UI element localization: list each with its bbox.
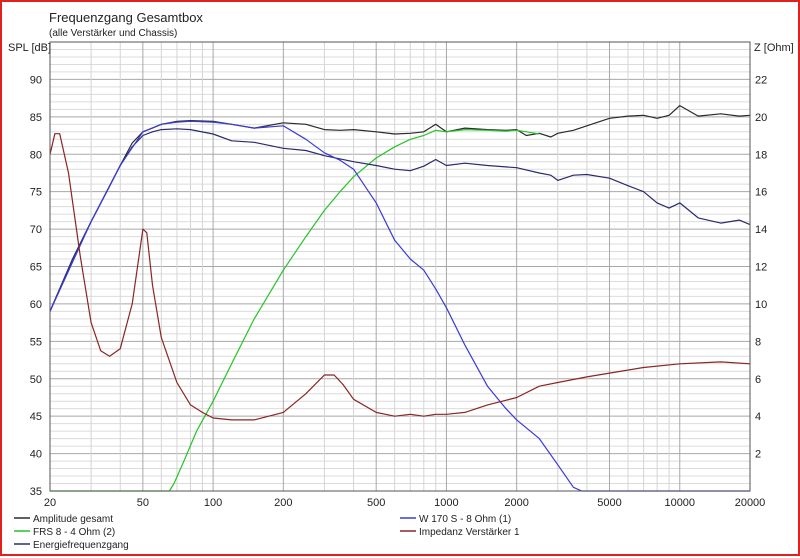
y-tick-label: 90 xyxy=(30,74,42,86)
axes xyxy=(49,41,751,492)
legend: Amplitude gesamt FRS 8 - 4 Ohm (2) Energie… xyxy=(14,514,520,551)
y-tick-label: 55 xyxy=(30,336,42,348)
x-tick-label: 50 xyxy=(137,497,149,509)
x-tick-label: 10000 xyxy=(664,497,695,509)
series-line-5 xyxy=(49,133,751,421)
y2-tick-label: 12 xyxy=(755,262,767,274)
chart-subtitle: (alle Verstärker und Chassis) xyxy=(49,28,177,39)
series-line-2 xyxy=(50,128,540,492)
y2-tick-label: 16 xyxy=(755,187,767,199)
y2-tick-label: 8 xyxy=(755,336,761,348)
legend-label: FRS 8 - 4 Ohm (2) xyxy=(33,527,115,538)
series-line-3 xyxy=(49,128,751,312)
series-line-4 xyxy=(49,120,750,492)
y-tick-label: 65 xyxy=(30,262,42,274)
plot-border xyxy=(49,41,751,492)
y-axis-label: SPL [dB] xyxy=(8,42,51,54)
y2-tick-label: 22 xyxy=(755,74,767,86)
x-tick-label: 100 xyxy=(204,497,222,509)
y-tick-label: 35 xyxy=(30,486,42,498)
series-lines xyxy=(49,104,751,492)
x-tick-label: 5000 xyxy=(597,497,621,509)
y2-tick-label: 20 xyxy=(755,112,767,124)
grid xyxy=(49,41,751,492)
y2-tick-label: 10 xyxy=(755,299,767,311)
x-tick-label: 2000 xyxy=(504,497,528,509)
y-tick-label: 85 xyxy=(30,112,42,124)
y-tick-label: 70 xyxy=(30,224,42,236)
y2-tick-label: 14 xyxy=(755,224,767,236)
legend-label: W 170 S - 8 Ohm (1) xyxy=(419,514,511,525)
chart-title: Frequenzgang Gesamtbox xyxy=(49,10,203,25)
y-tick-label: 80 xyxy=(30,149,42,161)
y-tick-label: 75 xyxy=(30,187,42,199)
x-tick-label: 20000 xyxy=(735,497,766,509)
x-tick-label: 200 xyxy=(274,497,292,509)
legend-label: Impedanz Verstärker 1 xyxy=(419,527,520,538)
x-tick-label: 500 xyxy=(367,497,385,509)
y-tick-label: 60 xyxy=(30,299,42,311)
y-tick-label: 40 xyxy=(30,449,42,461)
x-tick-labels: 20 50 100 200 500 1000 2000 5000 10000 20000 xyxy=(44,497,765,509)
x-tick-label: 1000 xyxy=(434,497,458,509)
x-tick-label: 20 xyxy=(44,497,56,509)
y2-tick-label: 2 xyxy=(755,449,761,461)
y2-tick-labels: 2 4 6 8 10 12 14 16 18 20 22 xyxy=(755,74,767,460)
y-tick-label: 45 xyxy=(30,411,42,423)
y2-tick-label: 4 xyxy=(755,411,761,423)
y-tick-label: 50 xyxy=(30,374,42,386)
y-tick-labels: 35 40 45 50 55 60 65 70 75 80 85 90 xyxy=(30,74,42,498)
legend-label: Energiefrequenzgang xyxy=(33,540,129,551)
y2-tick-label: 18 xyxy=(755,149,767,161)
y2-tick-label: 6 xyxy=(755,374,761,386)
legend-label: Amplitude gesamt xyxy=(33,514,113,525)
y2-axis-label: Z [Ohm] xyxy=(754,42,794,54)
